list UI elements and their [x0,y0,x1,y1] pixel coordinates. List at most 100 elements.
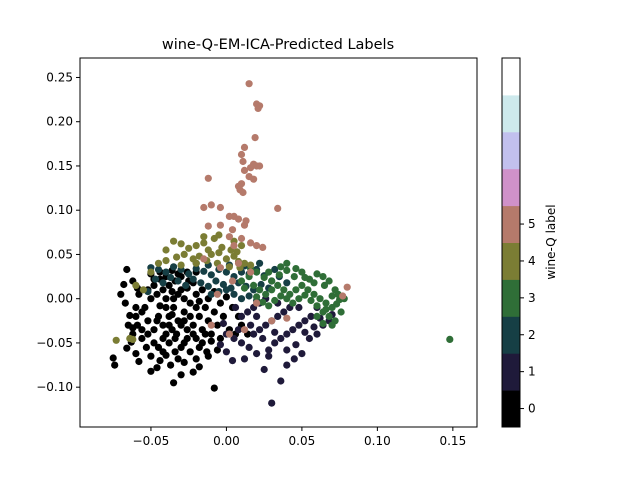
scatter-point [260,273,268,282]
scatter-point [147,367,155,375]
scatter-point [126,311,134,320]
scatter-point [138,334,146,343]
scatter-point [180,308,188,316]
scatter-point [154,343,163,351]
scatter-point [195,312,203,320]
scatter-point [162,295,170,303]
scatter-point [162,257,170,265]
scatter-point [295,321,303,329]
scatter-point [322,305,330,313]
scatter-point [292,341,300,349]
scatter-point [253,350,261,358]
x-tick-label: 0.10 [364,434,391,448]
scatter-point [265,302,273,310]
scatter-point [177,261,185,269]
scatter-point [295,303,303,312]
scatter-point [167,273,175,282]
scatter-point [177,343,185,351]
scatter-point [298,350,306,358]
scatter-point [313,270,321,278]
scatter-point [123,265,131,274]
scatter-point [216,341,224,349]
scatter-point [222,268,230,276]
scatter-point [256,286,264,294]
scatter-point [259,298,267,306]
scatter-point [313,312,321,320]
scatter-point [301,328,309,336]
scatter-point [222,255,230,263]
scatter-point [322,299,330,307]
scatter-point [189,330,197,338]
colorbar-segment [502,131,520,170]
scatter-point [225,212,233,220]
scatter-point [210,308,218,316]
scatter-point [237,312,246,320]
scatter-point [245,292,253,300]
scatter-point [446,335,454,343]
scatter-point [253,312,261,320]
scatter-point [253,268,261,276]
scatter-point [268,277,276,285]
scatter-point [277,377,285,385]
scatter-point [198,286,206,294]
scatter-point [207,290,215,298]
scatter-point [301,291,309,299]
scatter-point [126,334,134,343]
scatter-point [204,222,212,230]
scatter-point [316,295,324,303]
scatter-point [240,326,249,334]
scatter-point [195,343,203,351]
scatter-point [177,371,185,379]
scatter-point [228,226,237,234]
scatter-point [218,243,226,251]
scatter-point [298,281,306,289]
scatter-point [283,266,291,274]
scatter-point [292,265,300,273]
scatter-point [256,326,264,334]
scatter-point [289,299,297,307]
scatter-point [259,334,267,343]
scatter-point [192,355,200,363]
scatter-point [189,275,197,283]
colorbar-segment [502,279,520,317]
scatter-point [162,303,170,312]
scatter-point [265,268,273,276]
colorbar-segment [502,242,520,280]
scatter-point [313,302,321,310]
scatter-point [290,273,298,281]
scatter-point [219,312,227,320]
scatter-point [274,204,282,212]
scatter-point [170,303,178,312]
colorbar-segment [502,316,520,354]
scatter-point [237,295,246,303]
scatter-point [180,317,188,325]
colorbar-segment [502,353,520,391]
scatter-point [207,201,215,209]
scatter-point [274,281,282,289]
scatter-point [195,297,203,305]
scatter-point [112,336,120,344]
scatter-point [225,263,233,271]
scatter-point [207,271,215,279]
scatter-point [167,361,175,369]
scatter-point [280,308,288,316]
scatter-point [182,281,190,289]
scatter-point [177,240,185,248]
scatter-point [216,299,224,307]
scatter-point [239,157,247,166]
scatter-point [216,334,224,343]
scatter-point [189,321,197,329]
scatter-point [213,321,221,329]
scatter-point [162,268,170,276]
scatter-point [207,321,215,329]
scatter-point [129,324,137,332]
scatter-point [138,326,146,334]
scatter-point [222,286,230,294]
x-tick-label: −0.05 [133,434,170,448]
y-tick-label: 0.10 [46,203,73,217]
scatter-point [237,339,246,347]
scatter-point [144,330,152,338]
scatter-point [328,292,336,300]
